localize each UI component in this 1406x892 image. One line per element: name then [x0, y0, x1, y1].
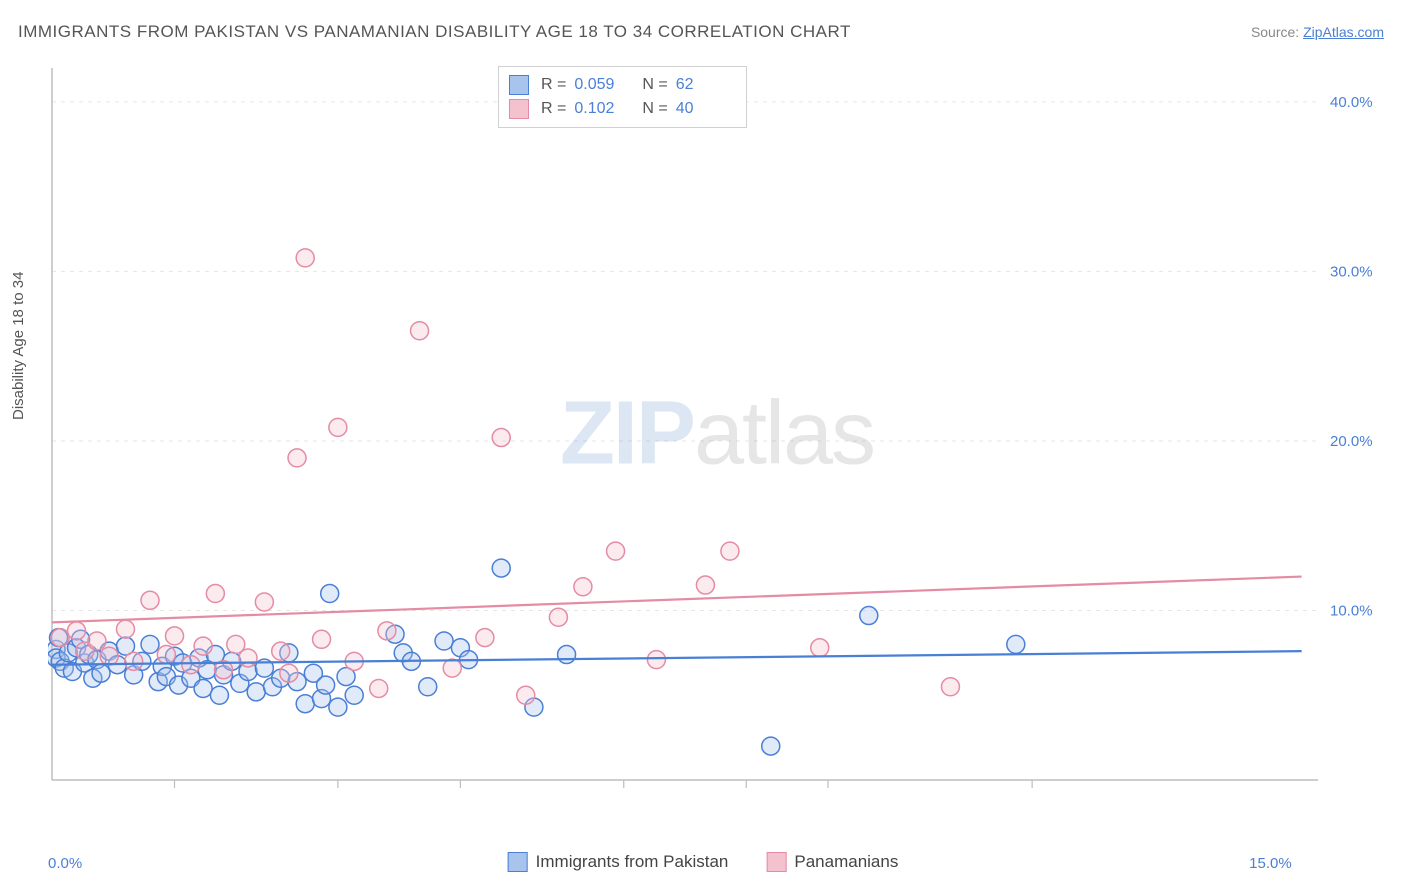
- data-point: [117, 620, 135, 638]
- trend-line: [52, 577, 1302, 623]
- n-label: N =: [642, 97, 667, 121]
- r-label: R =: [541, 97, 566, 121]
- data-point: [157, 646, 175, 664]
- data-point: [329, 698, 347, 716]
- stats-legend-row: R = 0.102 N = 40: [509, 97, 732, 121]
- data-point: [141, 635, 159, 653]
- legend-swatch: [509, 75, 529, 95]
- y-tick-label: 20.0%: [1330, 433, 1373, 450]
- data-point: [68, 622, 86, 640]
- data-point: [721, 542, 739, 560]
- stats-legend: R = 0.059 N = 62 R = 0.102 N = 40: [498, 66, 747, 128]
- data-point: [296, 695, 314, 713]
- data-point: [194, 637, 212, 655]
- data-point: [141, 591, 159, 609]
- data-point: [255, 593, 273, 611]
- legend-swatch: [509, 99, 529, 119]
- data-point: [321, 585, 339, 603]
- data-point: [1007, 635, 1025, 653]
- data-point: [696, 576, 714, 594]
- data-point: [125, 652, 143, 670]
- r-value: 0.059: [574, 73, 630, 97]
- data-point: [92, 664, 110, 682]
- y-tick-label: 40.0%: [1330, 94, 1373, 111]
- data-point: [574, 578, 592, 596]
- data-point: [941, 678, 959, 696]
- data-point: [88, 632, 106, 650]
- data-point: [647, 651, 665, 669]
- data-point: [517, 686, 535, 704]
- series-legend: Immigrants from Pakistan Panamanians: [508, 852, 899, 872]
- data-point: [762, 737, 780, 755]
- r-value: 0.102: [574, 97, 630, 121]
- legend-swatch: [766, 852, 786, 872]
- data-point: [280, 664, 298, 682]
- y-tick-label: 10.0%: [1330, 602, 1373, 619]
- data-point: [476, 629, 494, 647]
- legend-swatch: [508, 852, 528, 872]
- data-point: [419, 678, 437, 696]
- x-tick-label: 0.0%: [48, 855, 82, 872]
- y-axis-label: Disability Age 18 to 34: [10, 272, 27, 420]
- data-point: [435, 632, 453, 650]
- n-value: 40: [676, 97, 732, 121]
- data-point: [239, 649, 257, 667]
- data-point: [296, 249, 314, 267]
- data-point: [558, 646, 576, 664]
- data-point: [370, 679, 388, 697]
- y-tick-label: 30.0%: [1330, 263, 1373, 280]
- data-point: [194, 679, 212, 697]
- data-point: [378, 622, 396, 640]
- source-link[interactable]: ZipAtlas.com: [1303, 24, 1384, 40]
- x-tick-label: 15.0%: [1249, 855, 1292, 872]
- data-point: [492, 559, 510, 577]
- source-label: Source:: [1251, 24, 1303, 40]
- legend-label: Immigrants from Pakistan: [536, 852, 729, 872]
- data-point: [860, 607, 878, 625]
- data-point: [100, 647, 118, 665]
- data-point: [182, 656, 200, 674]
- data-point: [317, 676, 335, 694]
- n-value: 62: [676, 73, 732, 97]
- data-point: [411, 322, 429, 340]
- legend-item: Panamanians: [766, 852, 898, 872]
- data-point: [443, 659, 461, 677]
- data-point: [313, 630, 331, 648]
- data-point: [247, 683, 265, 701]
- legend-item: Immigrants from Pakistan: [508, 852, 729, 872]
- data-point: [607, 542, 625, 560]
- chart-title: IMMIGRANTS FROM PAKISTAN VS PANAMANIAN D…: [18, 22, 851, 42]
- data-point: [206, 585, 224, 603]
- stats-legend-row: R = 0.059 N = 62: [509, 73, 732, 97]
- data-point: [166, 627, 184, 645]
- data-point: [288, 449, 306, 467]
- legend-label: Panamanians: [794, 852, 898, 872]
- r-label: R =: [541, 73, 566, 97]
- source-attribution: Source: ZipAtlas.com: [1251, 24, 1384, 40]
- data-point: [492, 429, 510, 447]
- n-label: N =: [642, 73, 667, 97]
- chart-area: 10.0%20.0%30.0%40.0% ZIPatlas R =0.059N …: [48, 64, 1386, 814]
- data-point: [272, 642, 290, 660]
- data-point: [549, 608, 567, 626]
- data-point: [210, 686, 228, 704]
- scatter-plot: 10.0% 20.0% 30.0% 40.0%: [48, 64, 1386, 814]
- data-point: [811, 639, 829, 657]
- data-point: [51, 629, 69, 647]
- data-point: [345, 686, 363, 704]
- data-point: [329, 418, 347, 436]
